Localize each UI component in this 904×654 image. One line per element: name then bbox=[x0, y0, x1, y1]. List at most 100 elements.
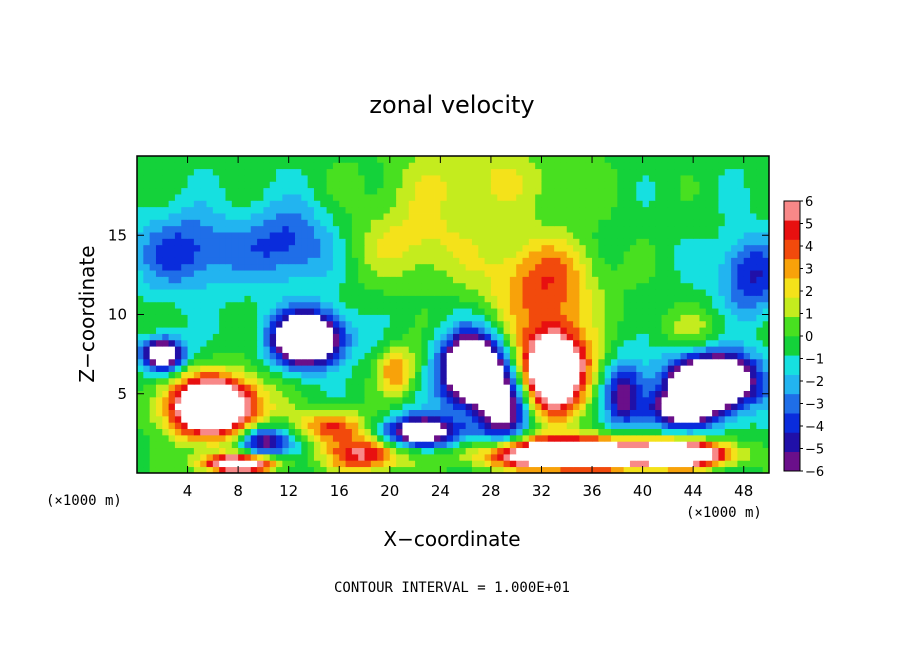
heatmap-cell bbox=[206, 371, 214, 379]
heatmap-cell bbox=[636, 232, 643, 239]
heatmap-cell bbox=[332, 396, 340, 404]
heatmap-cell bbox=[320, 415, 327, 423]
heatmap-cell bbox=[655, 466, 662, 474]
heatmap-cell bbox=[137, 466, 144, 474]
heatmap-cell bbox=[667, 187, 675, 195]
heatmap-cell bbox=[320, 289, 327, 296]
heatmap-cell bbox=[137, 276, 144, 284]
heatmap-cell bbox=[465, 225, 473, 233]
heatmap-cell bbox=[434, 447, 441, 455]
heatmap-cell bbox=[231, 175, 239, 182]
heatmap-cell bbox=[364, 352, 372, 360]
heatmap-cell bbox=[636, 409, 643, 417]
heatmap-cell bbox=[168, 308, 176, 315]
heatmap-cell bbox=[440, 460, 448, 468]
heatmap-cell bbox=[219, 244, 226, 252]
heatmap-cell bbox=[629, 352, 637, 360]
heatmap-cell bbox=[193, 453, 201, 461]
heatmap-cell bbox=[446, 434, 454, 442]
heatmap-cell bbox=[421, 162, 429, 170]
heatmap-cell bbox=[503, 422, 511, 430]
heatmap-cell bbox=[276, 422, 283, 430]
heatmap-cell bbox=[288, 314, 296, 322]
heatmap-cell bbox=[421, 365, 429, 372]
heatmap-cell bbox=[655, 238, 662, 246]
heatmap-cell bbox=[459, 276, 467, 284]
heatmap-cell bbox=[484, 365, 492, 372]
heatmap-cell bbox=[693, 238, 700, 246]
heatmap-cell bbox=[421, 308, 429, 315]
heatmap-cell bbox=[528, 358, 536, 366]
heatmap-cell bbox=[358, 263, 365, 271]
heatmap-cell bbox=[137, 187, 144, 195]
heatmap-cell bbox=[465, 194, 473, 201]
heatmap-cell bbox=[446, 156, 454, 163]
heatmap-cell bbox=[674, 422, 681, 430]
heatmap-cell bbox=[250, 175, 258, 182]
heatmap-cell bbox=[516, 415, 523, 423]
heatmap-cell bbox=[383, 352, 391, 360]
heatmap-cell bbox=[484, 384, 492, 391]
heatmap-cell bbox=[743, 346, 751, 353]
heatmap-cell bbox=[661, 352, 669, 360]
heatmap-cell bbox=[686, 441, 694, 449]
heatmap-cell bbox=[655, 384, 662, 391]
heatmap-cell bbox=[535, 295, 542, 303]
heatmap-cell bbox=[434, 238, 441, 246]
heatmap-cell bbox=[579, 194, 587, 201]
heatmap-cell bbox=[611, 232, 618, 239]
heatmap-cell bbox=[667, 206, 675, 214]
heatmap-cell bbox=[320, 156, 327, 163]
heatmap-cell bbox=[269, 396, 277, 404]
heatmap-cell bbox=[345, 162, 353, 170]
heatmap-cell bbox=[712, 415, 719, 423]
heatmap-cell bbox=[750, 434, 757, 442]
heatmap-cell bbox=[421, 168, 429, 176]
heatmap-cell bbox=[642, 327, 650, 334]
heatmap-cell bbox=[408, 175, 416, 182]
heatmap-cell bbox=[402, 263, 410, 271]
heatmap-cell bbox=[453, 232, 460, 239]
heatmap-cell bbox=[307, 422, 315, 430]
heatmap-cell bbox=[509, 276, 517, 284]
heatmap-cell bbox=[427, 428, 435, 436]
heatmap-cell bbox=[648, 225, 656, 233]
heatmap-cell bbox=[573, 175, 580, 182]
heatmap-cell bbox=[440, 308, 448, 315]
heatmap-cell bbox=[484, 415, 492, 423]
heatmap-cell bbox=[535, 333, 542, 341]
heatmap-cell bbox=[541, 168, 549, 176]
heatmap-cell bbox=[661, 339, 669, 347]
heatmap-cell bbox=[497, 175, 504, 182]
heatmap-cell bbox=[332, 403, 340, 410]
heatmap-cell bbox=[718, 194, 726, 201]
heatmap-cell bbox=[225, 352, 233, 360]
heatmap-cell bbox=[200, 390, 207, 398]
heatmap-cell bbox=[737, 263, 745, 271]
heatmap-cell bbox=[528, 396, 536, 404]
heatmap-cell bbox=[737, 377, 745, 385]
heatmap-cell bbox=[244, 194, 252, 201]
heatmap-cell bbox=[693, 447, 700, 455]
heatmap-cell bbox=[585, 339, 593, 347]
heatmap-cell bbox=[408, 320, 416, 328]
heatmap-cell bbox=[497, 225, 504, 233]
heatmap-cell bbox=[181, 295, 188, 303]
heatmap-cell bbox=[522, 403, 530, 410]
heatmap-cell bbox=[617, 225, 625, 233]
heatmap-cell bbox=[320, 251, 327, 258]
heatmap-cell bbox=[168, 200, 176, 208]
heatmap-cell bbox=[263, 187, 271, 195]
heatmap-cell bbox=[250, 352, 258, 360]
heatmap-cell bbox=[516, 377, 523, 385]
heatmap-cell bbox=[282, 175, 290, 182]
heatmap-cell bbox=[623, 384, 631, 391]
heatmap-cell bbox=[200, 295, 207, 303]
heatmap-cell bbox=[402, 156, 410, 163]
heatmap-cell bbox=[699, 213, 707, 220]
heatmap-cell bbox=[585, 175, 593, 182]
heatmap-cell bbox=[484, 333, 492, 341]
heatmap-cell bbox=[345, 301, 353, 309]
heatmap-cell bbox=[471, 441, 479, 449]
heatmap-cell bbox=[238, 346, 245, 353]
